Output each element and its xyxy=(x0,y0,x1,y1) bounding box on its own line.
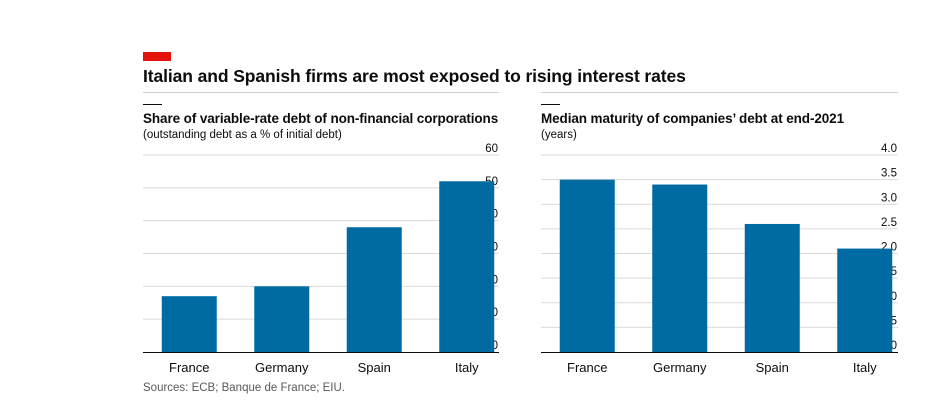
right-chart-title: Median maturity of companies’ debt at en… xyxy=(541,111,844,126)
y-tick-label: 3.0 xyxy=(881,192,897,204)
bar-germany xyxy=(652,184,708,352)
y-tick-label: 0 xyxy=(891,340,897,352)
y-tick-label: 4.0 xyxy=(881,143,897,155)
bar-france xyxy=(161,296,217,352)
right-panel-mark xyxy=(541,104,560,105)
y-tick-label: 2.5 xyxy=(881,217,897,229)
debt-maturity-chart: 4.03.53.02.52.01.51.00.50FranceGermanySp… xyxy=(541,143,898,375)
bar-spain xyxy=(346,227,402,352)
variable-rate-debt-chart: 6050403020100FranceGermanySpainItaly xyxy=(143,143,499,375)
source-note: Sources: ECB; Banque de France; EIU. xyxy=(143,382,345,394)
x-tick-label: Germany xyxy=(255,360,309,375)
bar-france xyxy=(559,179,615,352)
y-tick-label: 0 xyxy=(492,340,498,352)
right-chart-subtitle: (years) xyxy=(541,129,577,141)
bar-italy xyxy=(837,248,893,352)
brand-accent-bar xyxy=(143,52,171,61)
bar-germany xyxy=(254,286,310,352)
x-tick-label: Spain xyxy=(358,360,391,375)
x-tick-label: Italy xyxy=(853,360,877,375)
y-tick-label: 3.5 xyxy=(881,168,897,180)
x-tick-label: Spain xyxy=(756,360,789,375)
bar-spain xyxy=(744,223,800,352)
x-tick-label: France xyxy=(567,360,607,375)
x-tick-label: Italy xyxy=(455,360,479,375)
right-panel-rule xyxy=(541,92,898,93)
bar-italy xyxy=(439,181,495,352)
x-tick-label: France xyxy=(169,360,209,375)
left-panel-mark xyxy=(143,104,162,105)
x-tick-label: Germany xyxy=(653,360,707,375)
left-chart-title: Share of variable-rate debt of non-finan… xyxy=(143,111,499,126)
left-chart-subtitle: (outstanding debt as a % of initial debt… xyxy=(143,129,342,141)
page-title: Italian and Spanish firms are most expos… xyxy=(143,66,686,86)
left-panel-rule xyxy=(143,92,499,93)
y-tick-label: 60 xyxy=(485,143,498,155)
